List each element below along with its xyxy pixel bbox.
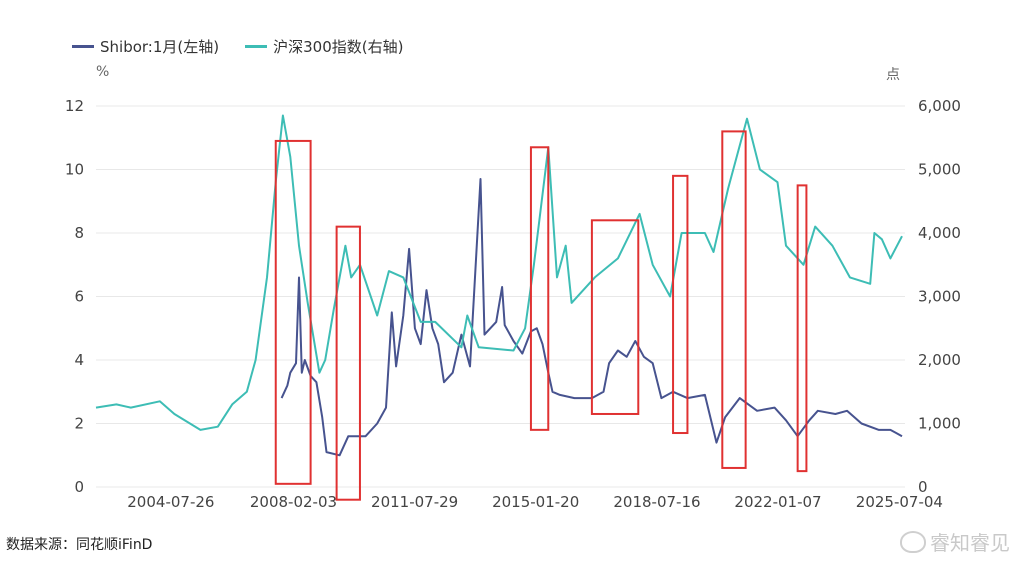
y-right-tick-label: 1,000 xyxy=(918,415,961,433)
highlight-box xyxy=(672,174,689,435)
y-left-tick-label: 6 xyxy=(74,288,84,306)
y-right-tick-label: 2,000 xyxy=(918,351,961,369)
x-tick-label: 2022-01-07 xyxy=(734,493,821,511)
x-tick-label: 2018-07-16 xyxy=(613,493,700,511)
y-left-tick-label: 10 xyxy=(65,161,84,179)
legend-label-hs300: 沪深300指数(右轴) xyxy=(273,38,404,56)
x-tick-label: 2011-07-29 xyxy=(371,493,458,511)
left-axis-unit: % xyxy=(96,64,110,80)
y-left-tick-label: 8 xyxy=(74,224,84,242)
watermark-text: 睿知睿见 xyxy=(930,531,1010,555)
y-right-tick-label: 0 xyxy=(918,478,928,496)
legend-item-hs300[interactable]: 沪深300指数(右轴) xyxy=(245,36,403,57)
watermark: 睿知睿见 xyxy=(900,527,1010,556)
legend-label-shibor: Shibor:1月(左轴) xyxy=(100,38,220,56)
x-tick-label: 2004-07-26 xyxy=(127,493,214,511)
x-tick-label: 2008-02-03 xyxy=(250,493,337,511)
y-right-tick-label: 6,000 xyxy=(918,97,961,115)
y-right-tick-label: 4,000 xyxy=(918,224,961,242)
right-axis-unit: 点 xyxy=(886,67,900,83)
y-left-tick-label: 4 xyxy=(74,351,84,369)
data-source-note: 数据来源：同花顺iFinD xyxy=(6,537,153,553)
legend-swatch-hs300 xyxy=(245,45,268,48)
weibo-logo-icon xyxy=(900,530,926,553)
y-left-tick-label: 12 xyxy=(65,97,84,115)
chart-legend: Shibor:1月(左轴) 沪深300指数(右轴) xyxy=(72,36,403,57)
highlight-box xyxy=(529,146,550,431)
y-right-tick-label: 3,000 xyxy=(918,288,961,306)
x-tick-label: 2025-07-04 xyxy=(856,493,943,511)
y-left-tick-label: 2 xyxy=(74,415,84,433)
highlight-box xyxy=(721,130,747,469)
highlight-box xyxy=(590,219,640,415)
y-right-tick-label: 5,000 xyxy=(918,161,961,179)
highlight-box xyxy=(796,184,808,473)
legend-item-shibor[interactable]: Shibor:1月(左轴) xyxy=(72,36,219,57)
y-left-tick-label: 0 xyxy=(74,478,84,496)
legend-swatch-shibor xyxy=(72,45,94,48)
highlight-box xyxy=(274,139,312,485)
highlight-box xyxy=(335,225,361,501)
x-tick-label: 2015-01-20 xyxy=(492,493,579,511)
series-line-shibor xyxy=(280,178,903,457)
series-line-hs300 xyxy=(95,114,903,431)
